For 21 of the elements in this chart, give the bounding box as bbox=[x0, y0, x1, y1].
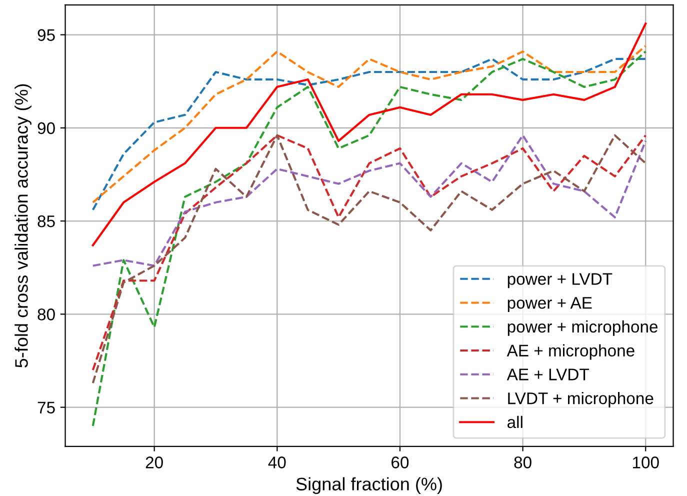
y-tick-label: 80 bbox=[38, 308, 55, 320]
y-tick-label: 75 bbox=[38, 402, 55, 414]
legend-label: power + microphone bbox=[508, 320, 658, 336]
x-tick-label: 20 bbox=[146, 456, 163, 468]
legend-label: AE + LVDT bbox=[506, 368, 590, 380]
line-series bbox=[92, 134, 647, 267]
legend-label: all bbox=[508, 416, 522, 428]
x-tick-label: 40 bbox=[268, 456, 286, 468]
legend-label: power + AE bbox=[508, 297, 592, 312]
y-tick-label: 90 bbox=[38, 122, 55, 134]
legend-label: AE + microphone bbox=[506, 344, 634, 360]
y-tick-label: 95 bbox=[38, 29, 55, 41]
x-tick-label: 80 bbox=[514, 456, 532, 468]
legend-label: LVDT + microphone bbox=[508, 392, 654, 408]
x-tick-label: 100 bbox=[632, 456, 659, 468]
legend-label: power + LVDT bbox=[508, 273, 612, 288]
x-axis-title: Signal fraction (%) bbox=[296, 477, 442, 494]
x-tick-label: 60 bbox=[392, 456, 409, 468]
line-series bbox=[92, 22, 647, 246]
y-axis-title: 5-fold cross validation accuracy (%) bbox=[14, 84, 32, 368]
y-tick-label: 85 bbox=[38, 215, 55, 228]
